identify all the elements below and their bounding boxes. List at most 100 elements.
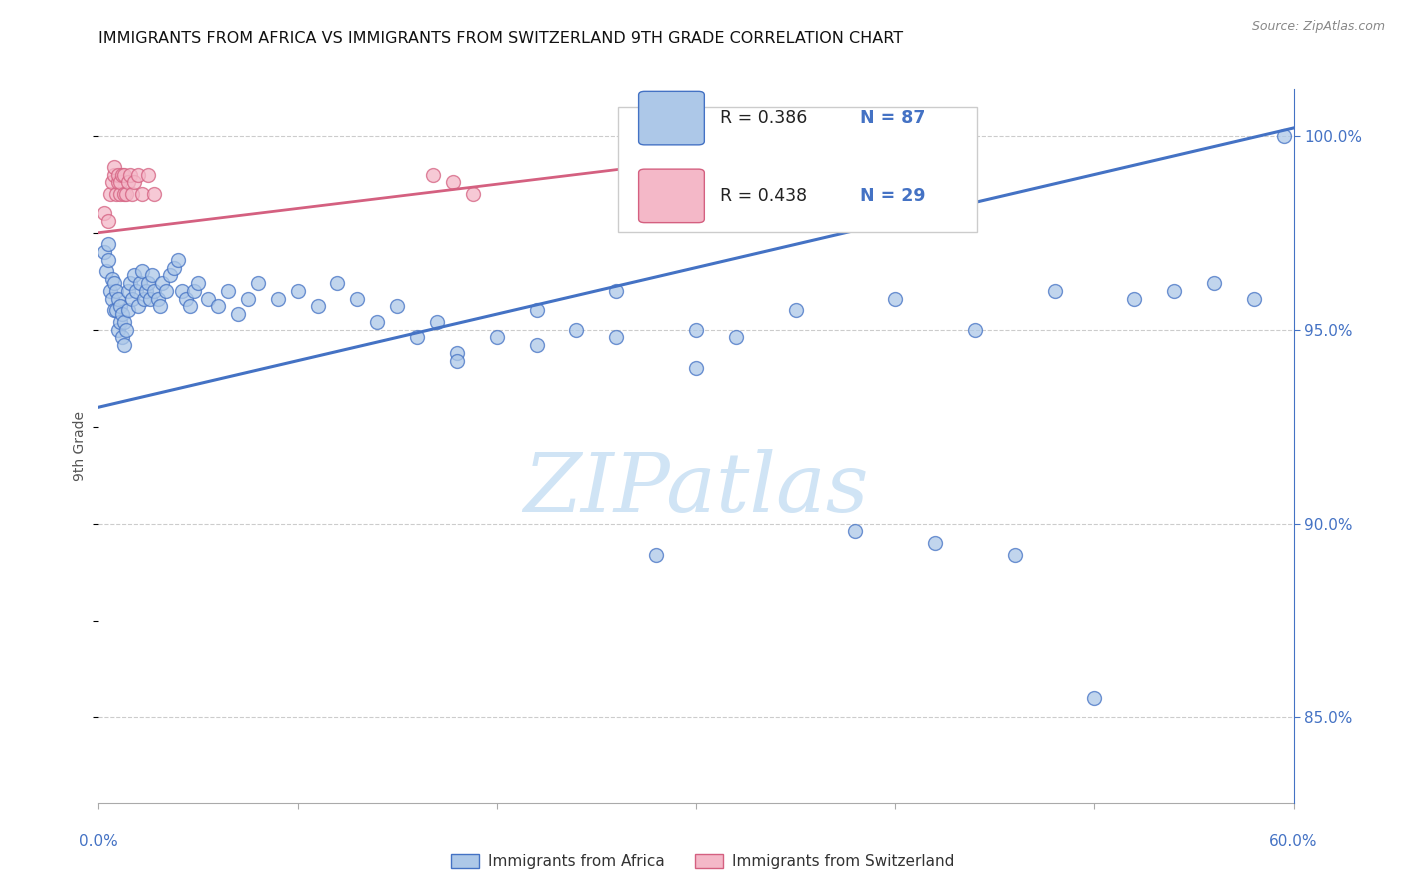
Point	[167, 252, 190, 267]
Point	[406, 330, 429, 344]
Point	[1272, 128, 1295, 143]
FancyBboxPatch shape	[638, 91, 704, 145]
Point	[100, 186, 122, 201]
Point	[131, 264, 153, 278]
Point	[131, 186, 153, 201]
Point	[103, 160, 125, 174]
Point	[136, 276, 159, 290]
Point	[112, 338, 135, 352]
Point	[150, 276, 173, 290]
Point	[485, 330, 508, 344]
Point	[179, 299, 201, 313]
Point	[724, 330, 747, 344]
Point	[159, 268, 181, 283]
Point	[110, 315, 132, 329]
Point	[148, 292, 170, 306]
Point	[107, 292, 129, 306]
FancyBboxPatch shape	[619, 107, 977, 232]
Point	[385, 299, 409, 313]
Point	[103, 303, 125, 318]
Point	[97, 214, 120, 228]
Point	[136, 168, 159, 182]
Point	[1083, 691, 1105, 706]
Point	[107, 168, 129, 182]
Point	[121, 186, 143, 201]
Point	[97, 237, 120, 252]
Point	[110, 175, 132, 189]
Point	[143, 284, 166, 298]
Point	[172, 284, 194, 298]
Point	[97, 252, 120, 267]
Point	[111, 168, 134, 182]
Point	[105, 186, 128, 201]
Text: 0.0%: 0.0%	[79, 834, 118, 849]
Point	[685, 361, 707, 376]
Point	[446, 346, 468, 360]
Text: ZIPatlas: ZIPatlas	[523, 449, 869, 529]
Point	[441, 175, 464, 189]
Point	[884, 292, 907, 306]
Point	[1123, 292, 1146, 306]
Point	[1202, 276, 1225, 290]
Point	[526, 338, 548, 352]
Point	[605, 330, 627, 344]
Text: 60.0%: 60.0%	[1270, 834, 1317, 849]
Point	[287, 284, 309, 298]
Point	[100, 284, 122, 298]
Point	[124, 268, 146, 283]
Point	[112, 315, 135, 329]
Point	[461, 186, 484, 201]
Point	[236, 292, 259, 306]
Point	[117, 284, 139, 298]
Point	[446, 353, 468, 368]
Point	[422, 168, 444, 182]
Point	[112, 168, 135, 182]
Point	[605, 284, 627, 298]
Point	[111, 330, 134, 344]
Point	[101, 292, 124, 306]
Point	[110, 299, 132, 313]
Point	[120, 276, 142, 290]
Point	[1163, 284, 1185, 298]
Point	[139, 292, 162, 306]
Point	[111, 307, 134, 321]
Point	[174, 292, 197, 306]
Point	[115, 323, 138, 337]
Point	[685, 323, 707, 337]
Point	[127, 299, 149, 313]
Point	[105, 284, 128, 298]
Point	[96, 264, 118, 278]
Text: R = 0.386: R = 0.386	[720, 109, 807, 127]
Point	[246, 276, 269, 290]
Point	[346, 292, 368, 306]
Point	[163, 260, 186, 275]
Point	[226, 307, 249, 321]
Point	[183, 284, 205, 298]
Point	[101, 272, 124, 286]
Point	[1004, 548, 1026, 562]
Point	[526, 303, 548, 318]
Point	[135, 284, 157, 298]
Legend: Immigrants from Africa, Immigrants from Switzerland: Immigrants from Africa, Immigrants from …	[446, 847, 960, 875]
Point	[120, 168, 142, 182]
Point	[103, 276, 125, 290]
Point	[785, 303, 807, 318]
Point	[1243, 292, 1265, 306]
Point	[125, 284, 148, 298]
Point	[844, 524, 866, 539]
Point	[641, 175, 664, 189]
Point	[121, 292, 143, 306]
Point	[107, 175, 129, 189]
Point	[117, 303, 139, 318]
Point	[1043, 284, 1066, 298]
Point	[307, 299, 329, 313]
Point	[217, 284, 239, 298]
Point	[101, 175, 124, 189]
Point	[93, 245, 115, 260]
Point	[326, 276, 349, 290]
Point	[645, 548, 668, 562]
Point	[366, 315, 388, 329]
Text: Source: ZipAtlas.com: Source: ZipAtlas.com	[1251, 20, 1385, 33]
Point	[107, 323, 129, 337]
Point	[661, 175, 683, 189]
